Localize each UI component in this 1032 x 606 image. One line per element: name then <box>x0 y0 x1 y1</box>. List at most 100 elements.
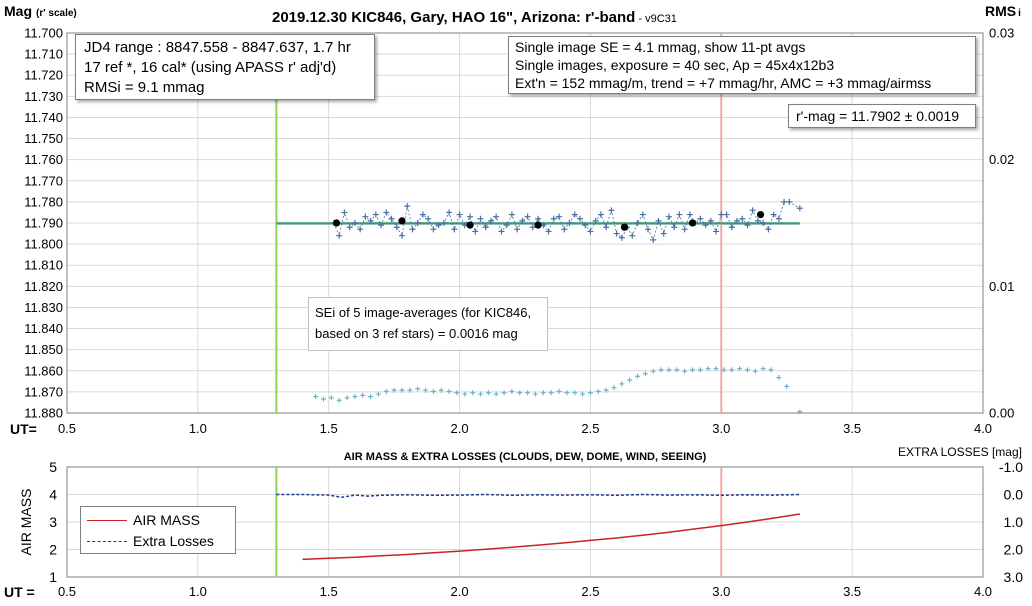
title-main: 2019.12.30 KIC846, Gary, HAO 16", Arizon… <box>272 9 635 26</box>
mag-point <box>493 213 500 220</box>
mag-point <box>587 228 594 235</box>
rms-point <box>619 381 625 387</box>
rms-point <box>525 390 531 396</box>
rms-point <box>697 367 703 373</box>
mag-point <box>477 215 484 222</box>
top-y-tick-label: 11.820 <box>24 279 63 294</box>
rms-point <box>595 388 601 394</box>
rms-point <box>320 396 326 402</box>
mag-point <box>707 217 714 224</box>
y-label-note: (r' scale) <box>36 8 77 19</box>
rms-point <box>438 387 444 393</box>
mag-point <box>676 211 683 218</box>
mag-point <box>472 228 479 235</box>
mag-point <box>430 226 437 233</box>
top-y2-tick-label: 0.02 <box>989 152 1014 167</box>
top-chart-title: 2019.12.30 KIC846, Gary, HAO 16", Arizon… <box>272 9 677 26</box>
rms-point <box>517 390 523 396</box>
mag-point <box>582 222 589 229</box>
y2-label-suffix: i <box>1018 8 1021 19</box>
jd4-line-1: JD4 range : 8847.558 - 8847.637, 1.7 hr <box>84 39 351 56</box>
mag-point <box>346 224 353 231</box>
rms-point <box>572 390 578 396</box>
rms-point <box>658 367 664 373</box>
mag-point <box>367 217 374 224</box>
mag-point <box>629 232 636 239</box>
bottom-y-tick-label: 1 <box>49 569 57 585</box>
bottom-x-tick-label: 1.0 <box>189 584 207 599</box>
mag-point <box>535 215 542 222</box>
legend-swatch-extra-losses <box>87 540 127 542</box>
airmass-legend: AIR MASS Extra Losses <box>80 506 236 554</box>
mag-point <box>634 220 641 226</box>
bottom-y-tick-label: 3 <box>49 514 57 530</box>
top-y-tick-label: 11.810 <box>24 258 63 273</box>
top-x-tick-label: 1.0 <box>189 421 207 436</box>
mag-point <box>383 209 390 216</box>
top-x-tick-label: 3.5 <box>843 421 861 436</box>
mag-point <box>660 230 667 237</box>
rmag-result-box: r'-mag = 11.7902 ± 0.0019 <box>788 104 976 128</box>
bottom-y2-tick-label: 3.0 <box>1004 569 1024 585</box>
mag-point <box>723 211 730 218</box>
rms-point <box>344 395 350 401</box>
sei-line-1: SEi of 5 image-averages (for KIC846, <box>315 305 532 320</box>
bottom-y-tick-label: 5 <box>49 459 57 475</box>
rms-point <box>721 367 727 373</box>
rms-point <box>368 394 374 400</box>
bottom-x-tick-label: 3.0 <box>712 584 730 599</box>
mag-point <box>770 211 777 218</box>
mag-point <box>440 220 447 226</box>
legend-item-extra-losses: Extra Losses <box>87 531 214 551</box>
rms-point <box>776 375 782 381</box>
mag-point <box>519 217 526 224</box>
mag-point <box>336 232 343 239</box>
mag-point <box>576 215 583 222</box>
mag-point <box>697 215 704 222</box>
mag-point <box>409 226 416 233</box>
mag-point <box>786 198 793 205</box>
top-y-tick-label: 11.740 <box>24 110 63 125</box>
top-y-tick-label: 11.720 <box>24 68 63 83</box>
rms-point <box>485 390 491 396</box>
mag-point <box>603 224 610 231</box>
bottom-x-tick-label: 4.0 <box>974 584 992 599</box>
bottom-x-tick-label: 2.5 <box>581 584 599 599</box>
legend-swatch-air-mass <box>87 519 127 521</box>
avg-point <box>688 219 697 227</box>
avg-point <box>332 219 341 227</box>
rms-point <box>682 368 688 374</box>
mag-point <box>545 228 552 235</box>
top-y-tick-label: 11.860 <box>24 363 63 378</box>
bottom-x-tick-label: 3.5 <box>843 584 861 599</box>
rms-point <box>383 388 389 394</box>
mag-point <box>733 217 740 224</box>
rms-point <box>540 390 546 396</box>
rms-point <box>430 388 436 394</box>
rms-point <box>478 391 484 397</box>
avg-point <box>534 221 542 229</box>
mag-point <box>487 217 494 224</box>
mag-point <box>378 222 385 229</box>
top-y-tick-label: 11.840 <box>24 321 63 336</box>
bottom-x-tick-label: 0.5 <box>58 584 76 599</box>
mag-point <box>467 213 474 220</box>
bottom-y-axis-label: AIR MASS <box>18 489 34 556</box>
y2-label-main: RMS <box>985 3 1016 19</box>
rms-point <box>423 387 429 393</box>
mag-point <box>550 215 557 222</box>
rms-point <box>446 388 452 394</box>
rms-point <box>674 367 680 373</box>
top-y-tick-label: 11.700 <box>24 26 63 41</box>
rms-point <box>532 391 538 397</box>
rms-point <box>666 367 672 373</box>
single-line-1: Single image SE = 4.1 mmag, show 11-pt a… <box>515 39 806 55</box>
top-y-tick-label: 11.850 <box>24 342 63 357</box>
rms-point <box>729 367 735 373</box>
rms-point <box>454 390 460 396</box>
top-x-tick-label: 2.5 <box>581 421 599 436</box>
mag-point <box>608 207 615 214</box>
mag-point <box>388 215 395 222</box>
mag-point <box>398 232 405 239</box>
rms-point <box>548 390 554 396</box>
